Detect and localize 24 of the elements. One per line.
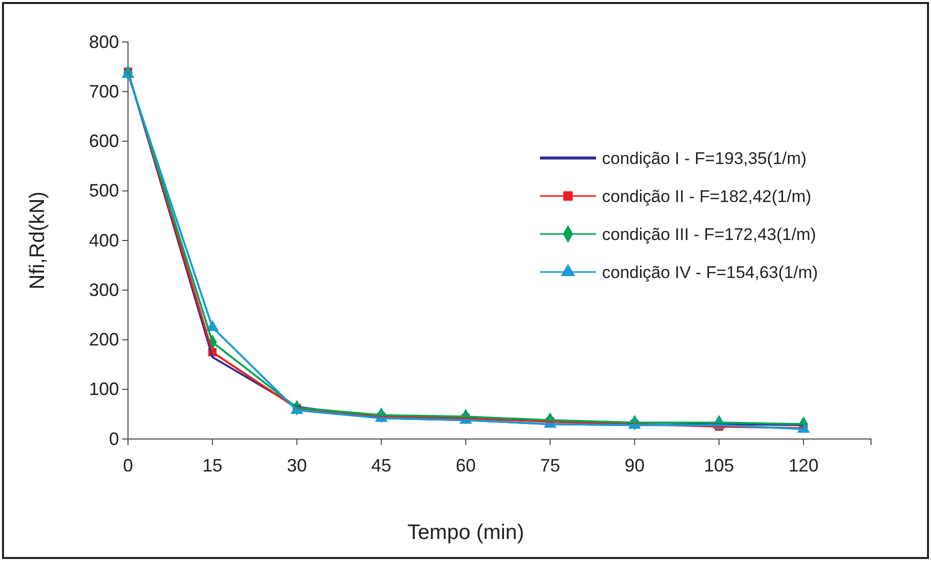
y-axis-title: Nfi,Rd(kN)	[26, 192, 49, 290]
legend-label: condição IV - F=154,63(1/m)	[602, 263, 818, 282]
x-tick-label: 45	[371, 455, 392, 476]
y-tick-label: 100	[88, 379, 119, 400]
y-tick-label: 200	[88, 330, 119, 350]
x-tick-label: 0	[122, 455, 134, 476]
x-tick-label: 60	[456, 455, 476, 476]
x-tick-label: 30	[286, 455, 307, 476]
y-tick-label: 400	[88, 230, 119, 250]
y-tick-label: 600	[88, 131, 119, 152]
x-tick-label: 120	[788, 455, 818, 476]
legend-label: condição I - F=193,35(1/m)	[602, 149, 807, 168]
y-tick-label: 700	[88, 81, 119, 102]
x-tick-label: 105	[704, 455, 734, 476]
y-tick-label: 300	[88, 280, 119, 300]
legend-label: condição II - F=182,42(1/m)	[602, 187, 812, 206]
x-axis-title: Tempo (min)	[407, 521, 524, 544]
x-tick-label: 75	[540, 455, 560, 476]
y-tick-label: 0	[108, 428, 119, 449]
x-tick-label: 15	[202, 455, 222, 476]
y-tick-label: 800	[88, 32, 119, 52]
x-tick-label: 90	[624, 455, 645, 476]
y-tick-label: 500	[88, 180, 119, 201]
legend-label: condição III - F=172,43(1/m)	[602, 225, 816, 244]
